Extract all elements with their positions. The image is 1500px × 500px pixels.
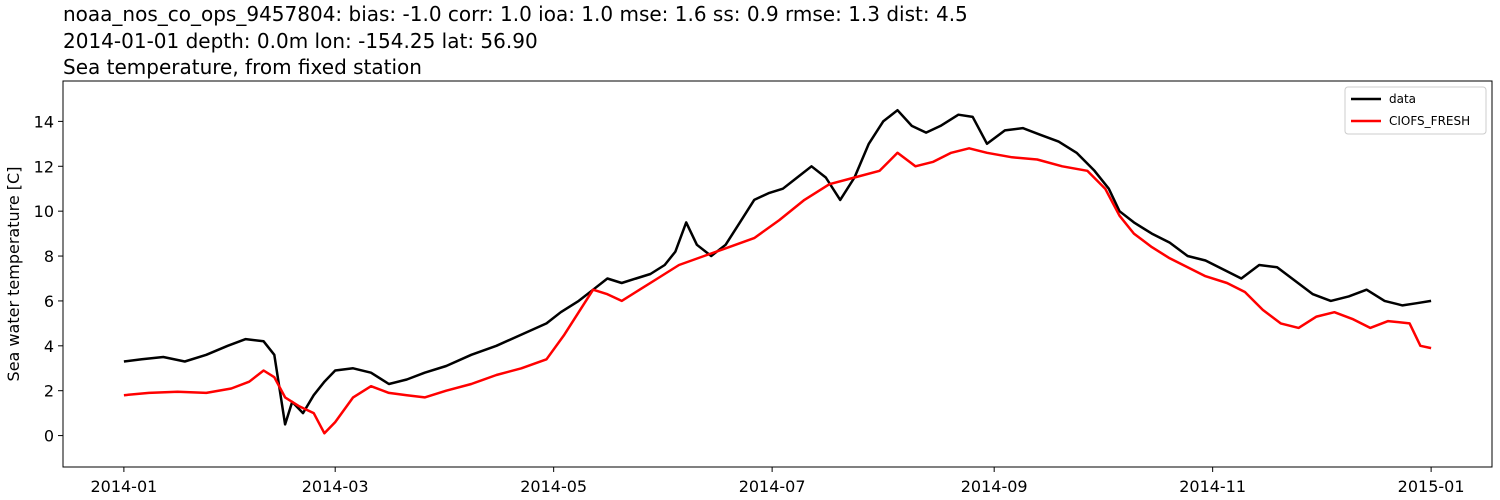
x-tick-label: 2015-01 xyxy=(1398,477,1465,496)
y-tick-label: 6 xyxy=(44,292,54,311)
y-tick-label: 12 xyxy=(34,157,54,176)
chart-title-line-3: Sea temperature, from fixed station xyxy=(63,55,422,79)
y-tick-label: 8 xyxy=(44,247,54,266)
y-tick-label: 2 xyxy=(44,382,54,401)
series-layer xyxy=(123,108,1432,435)
x-tick-label: 2014-11 xyxy=(1179,477,1246,496)
series-line-data xyxy=(123,108,1432,426)
y-axis-label: Sea water temperature [C] xyxy=(4,167,23,382)
x-tick-label: 2014-05 xyxy=(520,477,587,496)
x-tick-label: 2014-09 xyxy=(961,477,1028,496)
y-axis: 0 2 4 6 8 10 12 14 xyxy=(34,112,63,446)
x-tick-label: 2014-01 xyxy=(90,477,157,496)
y-tick-label: 0 xyxy=(44,427,54,446)
y-tick-label: 4 xyxy=(44,337,54,356)
legend-label-data: data xyxy=(1389,92,1416,106)
x-tick-label: 2014-07 xyxy=(739,477,806,496)
x-tick-label: 2014-03 xyxy=(302,477,369,496)
x-axis: 2014-01 2014-03 2014-05 2014-07 2014-09 2014-… xyxy=(90,467,1465,496)
legend-label-ciofs-fresh: CIOFS_FRESH xyxy=(1389,114,1470,128)
y-tick-label: 10 xyxy=(34,202,54,221)
y-tick-label: 14 xyxy=(34,112,54,131)
chart-title-line-2: 2014-01-01 depth: 0.0m lon: -154.25 lat:… xyxy=(63,29,538,53)
chart-title-line-1: noaa_nos_co_ops_9457804: bias: -1.0 corr… xyxy=(63,2,968,26)
legend: data CIOFS_FRESH xyxy=(1344,86,1487,135)
plot-area xyxy=(62,80,1493,468)
series-line-ciofs-fresh xyxy=(123,147,1432,435)
